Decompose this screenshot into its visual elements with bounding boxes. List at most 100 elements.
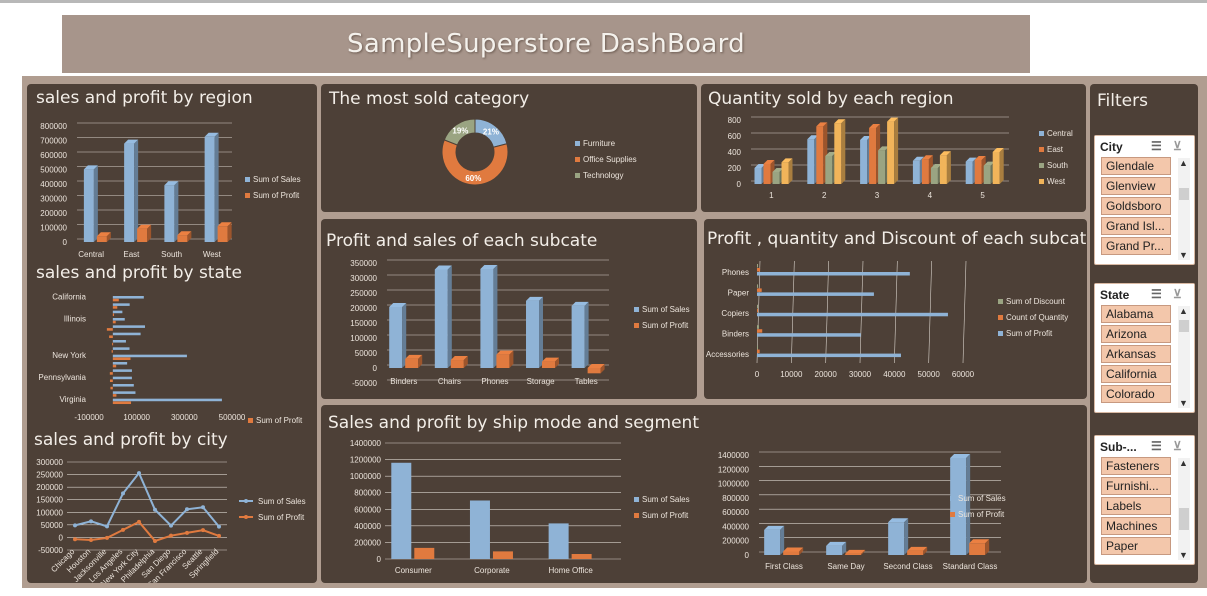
- slicer-item[interactable]: Goldsboro: [1101, 197, 1171, 215]
- panel-title-subcate-ps: Profit and sales of each subcate: [326, 231, 598, 251]
- category-label: Accessories: [706, 350, 749, 359]
- bar-sales-side: [493, 264, 498, 368]
- category-label: Corporate: [474, 566, 510, 575]
- bar-1: [757, 288, 762, 292]
- slicer-city-header: City ☰ ⊻: [1095, 136, 1194, 158]
- scroll-down-icon[interactable]: ▼: [1179, 550, 1188, 560]
- tick-label: 200: [728, 164, 742, 173]
- slicer-item[interactable]: Grand Pr...: [1101, 237, 1171, 255]
- slicer-subcategory[interactable]: Sub-... ☰ ⊻ Fasteners Furnishi... Labels M…: [1094, 435, 1195, 565]
- scroll-up-icon[interactable]: ▲: [1179, 306, 1188, 316]
- tick-label: 30000: [849, 370, 872, 379]
- data-point: [201, 505, 205, 510]
- bar-0: [757, 284, 758, 288]
- panel-shipmode: Sales and profit by ship mode and segmen…: [321, 405, 1087, 583]
- bar-east: [763, 164, 771, 184]
- slicer-item[interactable]: Arkansas: [1101, 345, 1171, 363]
- bar-south-top: [772, 168, 784, 172]
- tick-label: 600000: [354, 505, 381, 514]
- scroll-down-icon[interactable]: ▼: [1179, 250, 1188, 260]
- slicer-item[interactable]: Glenview: [1101, 177, 1171, 195]
- bar-profit-top: [137, 224, 152, 229]
- slicer-item[interactable]: Paper: [1101, 537, 1171, 555]
- slicer-item[interactable]: Furnishi...: [1101, 477, 1171, 495]
- legend-label: East: [1047, 145, 1064, 154]
- chart-subcate-ps: -50000 0 50000 100000 150000 200000 250000 3000…: [350, 259, 689, 388]
- slicer-scrollbar[interactable]: ▲ ▼: [1178, 458, 1190, 560]
- clear-filter-icon[interactable]: ⊻: [1173, 439, 1182, 453]
- scroll-down-icon[interactable]: ▼: [1179, 398, 1188, 408]
- bar-sales-side: [447, 265, 452, 368]
- bar-sales: [112, 310, 123, 314]
- multi-select-icon[interactable]: ☰: [1151, 287, 1162, 301]
- bar-sales-top: [950, 453, 971, 458]
- category-label: Virginia: [59, 395, 86, 404]
- slicer-state[interactable]: State ☰ ⊻ Alabama Arizona Arkansas Califor…: [1094, 283, 1195, 413]
- bar-south-top: [983, 161, 995, 166]
- slicer-item[interactable]: California: [1101, 365, 1171, 383]
- slicer-scrollbar[interactable]: ▲ ▼: [1178, 158, 1190, 260]
- bar-sales: [112, 362, 128, 365]
- bar-profit-top: [496, 350, 514, 355]
- bar-west-side: [894, 117, 899, 184]
- bar-sales: [888, 522, 905, 555]
- slicer-item[interactable]: Arizona: [1101, 325, 1171, 343]
- bar-1: [757, 308, 758, 313]
- scrollbar-thumb[interactable]: [1179, 508, 1189, 530]
- slicer-scrollbar[interactable]: ▲ ▼: [1178, 306, 1190, 408]
- bar-sales-top: [434, 265, 452, 270]
- bar-east-top: [921, 155, 933, 160]
- bar-east: [921, 159, 929, 184]
- slicer-city[interactable]: City ☰ ⊻ Glendale Glenview Goldsboro Grand…: [1094, 135, 1195, 265]
- multi-select-icon[interactable]: ☰: [1151, 439, 1162, 453]
- bar-sales-side: [134, 139, 139, 242]
- category-label: Binders: [722, 329, 749, 338]
- scrollbar-thumb[interactable]: [1179, 188, 1189, 200]
- bar-profit-side: [600, 364, 605, 374]
- data-point: [121, 527, 125, 532]
- slicer-item[interactable]: Colorado: [1101, 385, 1171, 403]
- scrollbar-thumb[interactable]: [1179, 320, 1189, 332]
- legend-marker: [244, 515, 248, 519]
- slicer-item[interactable]: Alabama: [1101, 305, 1171, 323]
- bar-south-top: [825, 152, 837, 156]
- scroll-up-icon[interactable]: ▲: [1179, 158, 1188, 168]
- tick-label: 800000: [40, 122, 67, 131]
- slicer-item[interactable]: Glendale: [1101, 157, 1171, 175]
- slicer-item[interactable]: Fasteners: [1101, 457, 1171, 475]
- bar-sales-side: [904, 518, 909, 555]
- category-label: 5: [980, 191, 985, 200]
- tick-label: 600000: [40, 151, 67, 160]
- bar-sales-top: [526, 296, 544, 301]
- clear-filter-icon[interactable]: ⊻: [1173, 287, 1182, 301]
- slicer-item[interactable]: Machines: [1101, 517, 1171, 535]
- scroll-up-icon[interactable]: ▲: [1179, 458, 1188, 468]
- slicer-item[interactable]: Labels: [1101, 497, 1171, 515]
- bar-profit: [112, 394, 117, 397]
- slicer-item[interactable]: Grand Isl...: [1101, 217, 1171, 235]
- bar-1: [757, 329, 763, 333]
- panel-qty-region: Quantity sold by each region 0 200 400 600 8…: [701, 84, 1086, 212]
- bar-sales: [764, 529, 781, 555]
- data-label: 19%: [452, 126, 468, 135]
- slicer-state-header: State ☰ ⊻: [1095, 284, 1194, 306]
- tick-label: 1000000: [350, 472, 382, 481]
- bar-profit-side: [509, 350, 514, 368]
- tick-label: 500000: [40, 166, 67, 175]
- clear-filter-icon[interactable]: ⊻: [1173, 139, 1182, 153]
- bar-sales: [124, 143, 135, 242]
- tick-label: 400000: [354, 522, 381, 531]
- category-label: Tables: [575, 377, 598, 386]
- panel-title-city: sales and profit by city: [34, 430, 228, 450]
- bar-sales-top: [83, 165, 98, 170]
- legend-swatch: [634, 323, 639, 328]
- tick-label: 0: [755, 370, 760, 379]
- data-point: [105, 524, 109, 529]
- multi-select-icon[interactable]: ☰: [1151, 139, 1162, 153]
- tick-label: 600: [728, 132, 742, 141]
- bar-profit-top: [96, 232, 111, 237]
- bar-sales: [112, 303, 130, 306]
- chart-region: 0 100000 200000 300000 400000 500000 600000 700…: [40, 122, 300, 259]
- category-label: West: [203, 250, 222, 259]
- bar-profit: [907, 550, 924, 555]
